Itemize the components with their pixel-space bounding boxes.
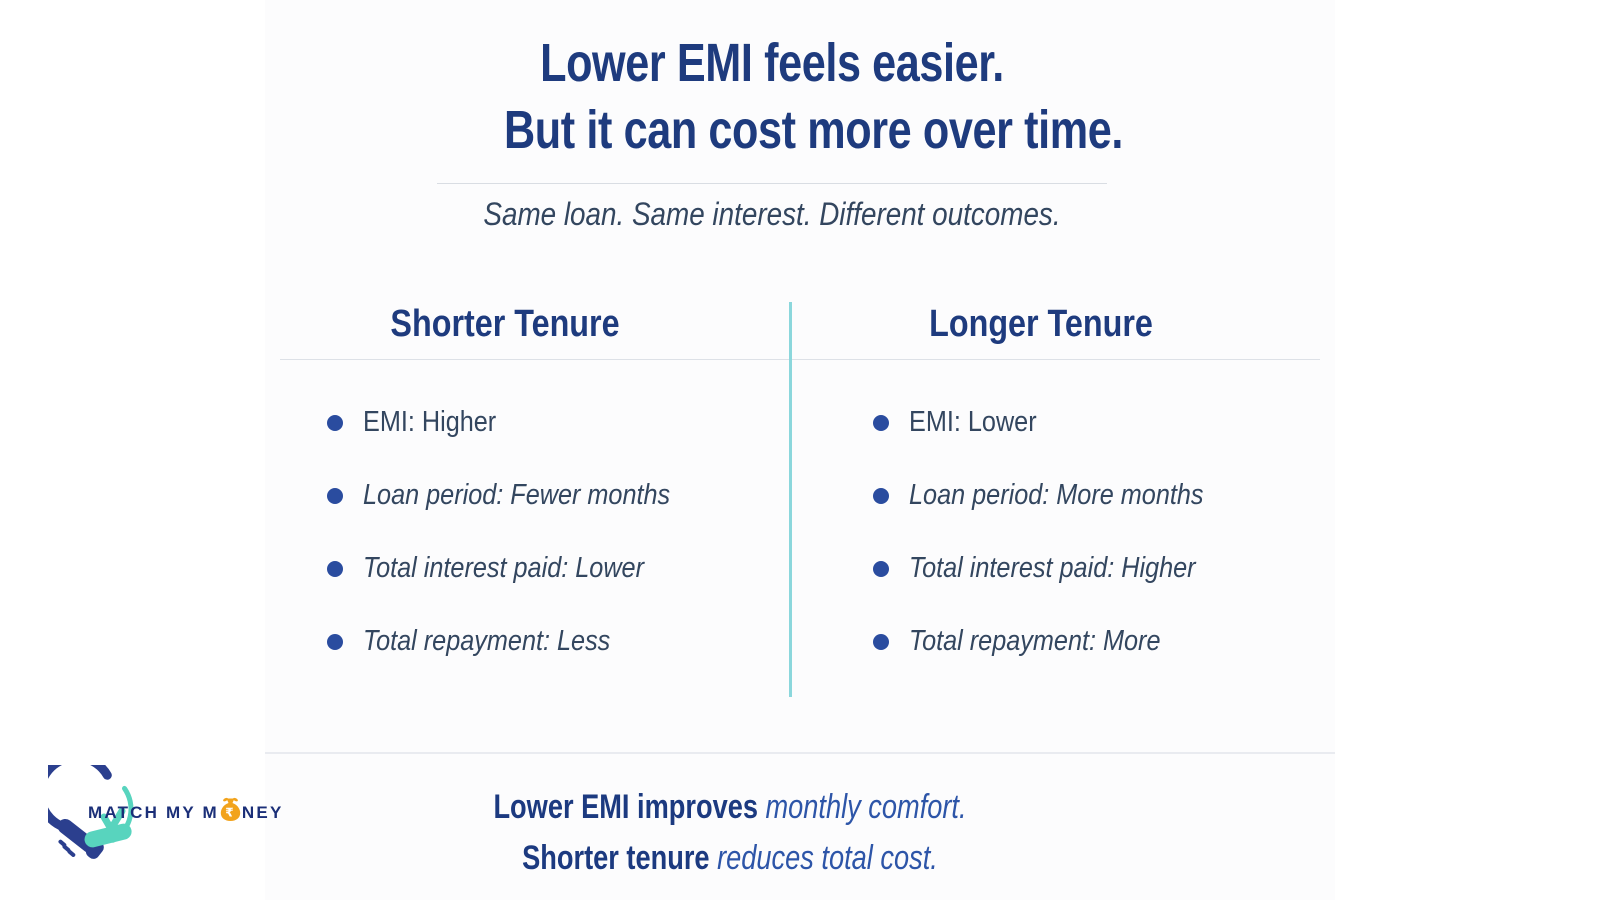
- list-item: Total repayment: More: [873, 605, 1248, 678]
- content-card: [265, 0, 1335, 900]
- match-my-money-logo: MATCH MY M ₹ NEY: [48, 765, 281, 865]
- footer-line2-rest: reduces total cost.: [709, 839, 938, 877]
- list-item-text: Total repayment: More: [909, 625, 1161, 657]
- footer-line1-rest: monthly comfort.: [757, 788, 967, 826]
- title-divider: [437, 183, 1107, 184]
- shorter-tenure-list: EMI: Higher Loan period: Fewer months To…: [327, 386, 716, 678]
- column-header-shorter-tenure: Shorter Tenure: [390, 303, 620, 345]
- svg-text:₹: ₹: [225, 805, 236, 819]
- bullet-icon: [327, 633, 343, 650]
- footer-line2: Shorter tenure reduces total cost.: [290, 833, 1170, 884]
- footer-line1-bold: Lower EMI improves: [493, 788, 758, 826]
- column-header-longer-tenure: Longer Tenure: [929, 303, 1153, 345]
- bullet-icon: [873, 560, 889, 577]
- column-header-underline: [280, 359, 1320, 360]
- footer-divider: [265, 752, 1335, 754]
- list-item: Total interest paid: Lower: [327, 532, 716, 605]
- list-item: EMI: Lower: [873, 386, 1248, 459]
- list-item-text: EMI: Lower: [909, 406, 1037, 438]
- list-item: Total interest paid: Higher: [873, 532, 1248, 605]
- bullet-icon: [327, 414, 343, 431]
- list-item-text: Loan period: Fewer months: [363, 479, 671, 511]
- list-item: Loan period: Fewer months: [327, 459, 716, 532]
- footer-block: Lower EMI improves monthly comfort. Shor…: [180, 782, 1280, 884]
- list-item: Loan period: More months: [873, 459, 1248, 532]
- bullet-icon: [873, 414, 889, 431]
- logo-text-after: NEY: [241, 803, 284, 822]
- page-title-line1: Lower EMI feels easier.: [540, 33, 1004, 93]
- logo-text-before: MATCH MY M: [88, 803, 219, 822]
- list-item-text: Total interest paid: Higher: [909, 552, 1196, 584]
- title-block: Lower EMI feels easier. But it can cost …: [437, 30, 1123, 164]
- bullet-icon: [327, 487, 343, 504]
- money-bag-icon: ₹: [220, 797, 241, 821]
- column-vertical-divider: [789, 302, 792, 697]
- subtitle: Same loan. Same interest. Different outc…: [483, 196, 1061, 232]
- bullet-icon: [873, 633, 889, 650]
- footer-line1: Lower EMI improves monthly comfort.: [290, 782, 1170, 833]
- list-item-text: Total interest paid: Lower: [363, 552, 644, 584]
- list-item-text: Total repayment: Less: [363, 625, 611, 657]
- footer-line2-bold: Shorter tenure: [522, 839, 710, 877]
- list-item-text: Loan period: More months: [909, 479, 1204, 511]
- list-item: Total repayment: Less: [327, 605, 716, 678]
- bullet-icon: [327, 560, 343, 577]
- bullet-icon: [873, 487, 889, 504]
- page-title-line2: But it can cost more over time.: [504, 100, 1123, 160]
- list-item-text: EMI: Higher: [363, 406, 497, 438]
- logo-wordmark: MATCH MY M ₹ NEY: [88, 797, 284, 823]
- longer-tenure-list: EMI: Lower Loan period: More months Tota…: [873, 386, 1248, 678]
- handshake-circle-icon: [48, 765, 134, 859]
- list-item: EMI: Higher: [327, 386, 716, 459]
